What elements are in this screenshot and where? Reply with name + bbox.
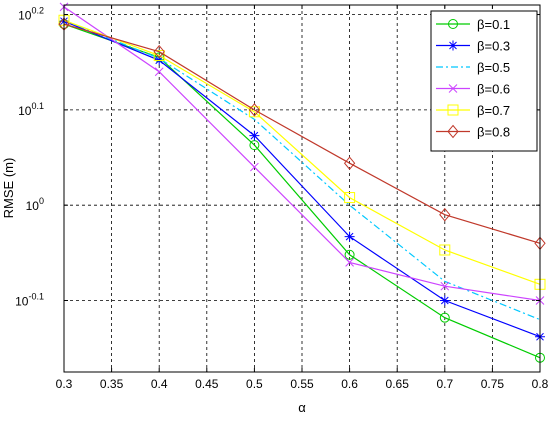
data-point — [153, 44, 165, 59]
series-line — [63, 19, 541, 321]
data-point — [447, 104, 459, 116]
series-line — [63, 23, 541, 244]
data-point — [447, 124, 459, 139]
data-point — [154, 67, 164, 77]
data-point — [153, 50, 165, 62]
legend-entry: β=0.7 — [436, 103, 510, 118]
x-tick-label: 0.35 — [100, 377, 124, 391]
y-tick-label: 100.2 — [18, 6, 44, 23]
data-point — [440, 281, 450, 291]
legend-entry: β=0.6 — [436, 82, 510, 97]
legend-label: β=0.3 — [477, 39, 510, 54]
legend-label: β=0.1 — [477, 17, 510, 32]
series-line — [63, 19, 541, 285]
y-tick-label: 100 — [26, 196, 44, 213]
legend-label: β=0.5 — [477, 60, 510, 75]
data-point — [439, 295, 450, 306]
x-tick-label: 0.75 — [481, 377, 505, 391]
data-point — [344, 231, 355, 242]
data-point — [448, 40, 458, 51]
data-point — [439, 312, 450, 323]
legend-entry: β=0.5 — [436, 60, 510, 75]
data-point — [344, 192, 356, 204]
legend-entry: β=0.3 — [436, 39, 510, 54]
x-tick-label: 0.6 — [341, 377, 358, 391]
series-β=0.5 — [63, 19, 541, 321]
data-point — [448, 84, 458, 93]
data-point — [439, 207, 451, 222]
series-line — [63, 20, 541, 338]
y-tick-label: 10-0.1 — [15, 292, 44, 309]
x-tick-label: 0.5 — [246, 377, 263, 391]
data-point — [248, 106, 260, 118]
ticks: 0.3 0.35 0.4 0.45 0.5 0.55 0.6 0.65 0.7 0.75 0.8 10… — [15, 5, 549, 391]
legend-entry: β=0.1 — [436, 17, 510, 32]
legend-label: β=0.6 — [477, 82, 510, 97]
x-tick-label: 0.65 — [386, 377, 410, 391]
data-point — [345, 258, 354, 267]
x-tick-label: 0.4 — [151, 377, 168, 391]
data-point — [250, 162, 259, 172]
legend-box — [430, 10, 538, 152]
data-point — [344, 249, 355, 260]
x-tick-label: 0.45 — [195, 377, 219, 391]
series-line — [63, 6, 541, 302]
x-tick-label: 0.7 — [436, 377, 453, 391]
y-tick-label: 100.1 — [18, 101, 44, 118]
legend: β=0.1 β=0.3 β=0.5 β=0.6 β=0.7 β=0.8 — [430, 10, 538, 152]
legend-label: β=0.7 — [477, 103, 510, 118]
y-axis-label: RMSE (m) — [1, 158, 16, 219]
x-axis-label: α — [298, 400, 306, 415]
x-tick-label: 0.8 — [532, 377, 549, 391]
data-point — [248, 103, 261, 117]
legend-label: β=0.8 — [477, 125, 510, 140]
legend-entry: β=0.8 — [436, 125, 510, 140]
data-point — [249, 140, 260, 151]
data-point — [439, 244, 451, 256]
data-point — [448, 19, 458, 29]
data-point — [249, 130, 260, 141]
x-tick-label: 0.3 — [56, 377, 73, 391]
series-β=0.6 — [59, 2, 545, 305]
data-point — [343, 156, 356, 171]
x-tick-label: 0.55 — [290, 377, 314, 391]
